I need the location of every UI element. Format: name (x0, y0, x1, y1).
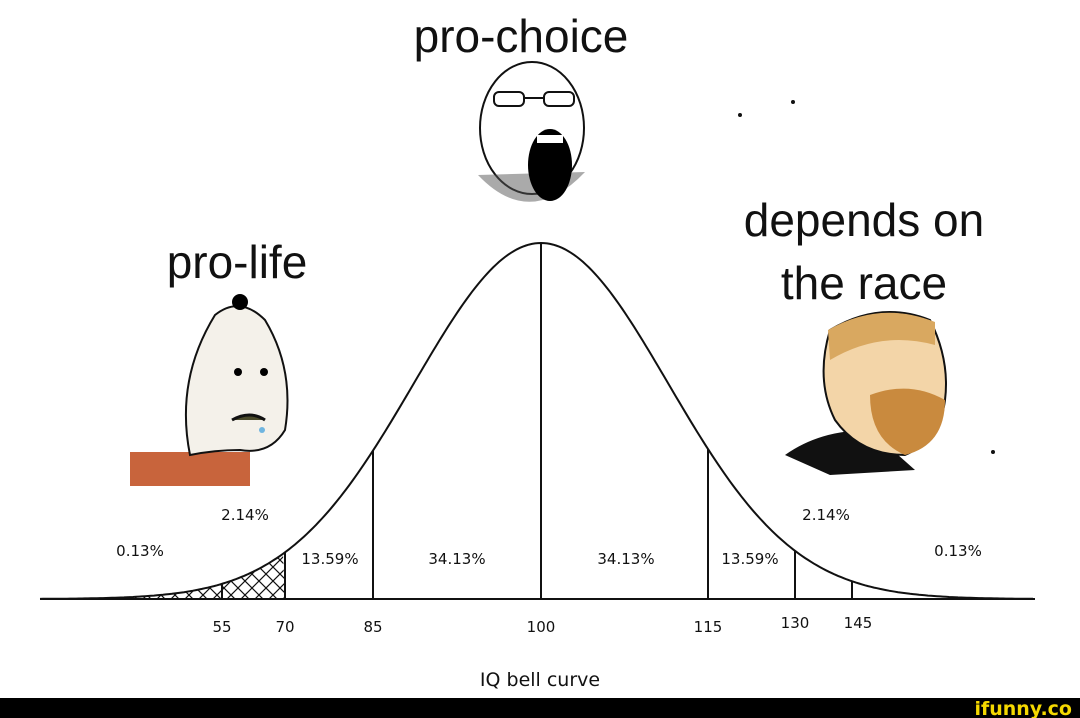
wojak-face (130, 294, 289, 486)
percent: 0.13% (116, 542, 164, 560)
percent: 34.13% (428, 550, 485, 568)
caption-center: pro-choice (414, 10, 629, 62)
dividers (221, 243, 853, 599)
percent: 34.13% (597, 550, 654, 568)
iq-tick: 55 (212, 618, 231, 636)
hatched-tail (40, 553, 285, 599)
soyjak-face (478, 61, 585, 202)
iq-tick: 100 (527, 618, 556, 636)
caption-right-2: the race (781, 257, 947, 309)
iq-tick: 85 (363, 618, 382, 636)
iq-tick: 115 (694, 618, 723, 636)
percent: 0.13% (934, 542, 982, 560)
bell-curve (39, 241, 1033, 600)
percent: 2.14% (221, 506, 269, 524)
percent: 13.59% (301, 550, 358, 568)
footer-bar (0, 698, 1080, 718)
iq-tick: 130 (781, 614, 810, 632)
watermark: ifunny.co (974, 698, 1072, 718)
chad-face (738, 100, 995, 475)
percent: 13.59% (721, 550, 778, 568)
iq-tick: 145 (844, 614, 873, 632)
axis-title: IQ bell curve (480, 669, 600, 691)
percent: 2.14% (802, 506, 850, 524)
caption-left: pro-life (167, 236, 308, 288)
iq-tick: 70 (275, 618, 294, 636)
caption-right-1: depends on (744, 194, 984, 246)
